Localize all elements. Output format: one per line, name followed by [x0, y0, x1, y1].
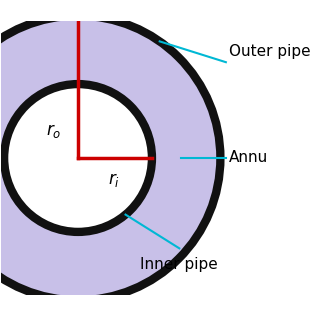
- Text: Inner pipe: Inner pipe: [140, 257, 218, 271]
- Text: $r_o$: $r_o$: [46, 122, 61, 140]
- Circle shape: [4, 84, 152, 232]
- Circle shape: [0, 16, 220, 300]
- Text: Outer pipe: Outer pipe: [228, 45, 310, 59]
- Text: Annu: Annu: [228, 150, 268, 166]
- Text: $r_i$: $r_i$: [108, 171, 120, 189]
